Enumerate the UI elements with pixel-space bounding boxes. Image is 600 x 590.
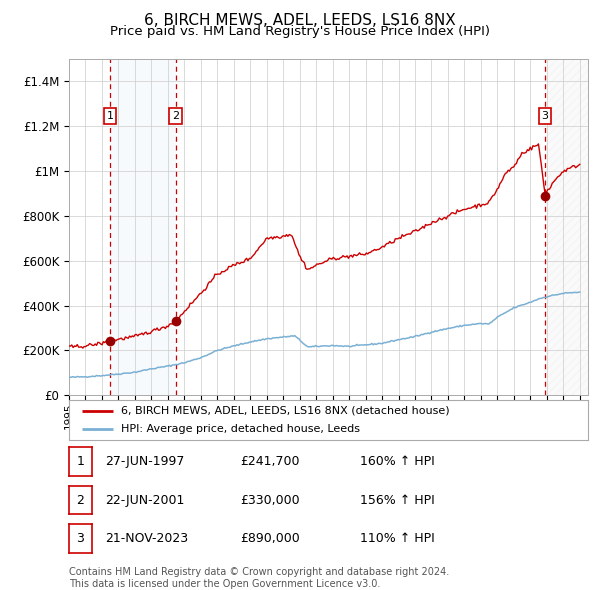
Text: 6, BIRCH MEWS, ADEL, LEEDS, LS16 8NX: 6, BIRCH MEWS, ADEL, LEEDS, LS16 8NX: [144, 13, 456, 28]
Text: 110% ↑ HPI: 110% ↑ HPI: [360, 532, 435, 545]
Text: HPI: Average price, detached house, Leeds: HPI: Average price, detached house, Leed…: [121, 424, 360, 434]
Text: £330,000: £330,000: [240, 493, 299, 507]
Text: £241,700: £241,700: [240, 455, 299, 468]
Text: 1: 1: [107, 111, 113, 121]
Bar: [110, 59, 176, 395]
Text: £890,000: £890,000: [240, 532, 300, 545]
Text: 1: 1: [76, 455, 85, 468]
Text: 6, BIRCH MEWS, ADEL, LEEDS, LS16 8NX (detached house): 6, BIRCH MEWS, ADEL, LEEDS, LS16 8NX (de…: [121, 406, 449, 416]
Text: 27-JUN-1997: 27-JUN-1997: [105, 455, 184, 468]
Text: Price paid vs. HM Land Registry's House Price Index (HPI): Price paid vs. HM Land Registry's House …: [110, 25, 490, 38]
Text: 22-JUN-2001: 22-JUN-2001: [105, 493, 184, 507]
Text: 3: 3: [542, 111, 548, 121]
Text: 3: 3: [76, 532, 85, 545]
Text: Contains HM Land Registry data © Crown copyright and database right 2024.
This d: Contains HM Land Registry data © Crown c…: [69, 567, 449, 589]
Text: 21-NOV-2023: 21-NOV-2023: [105, 532, 188, 545]
Bar: [545, 59, 588, 395]
Text: 2: 2: [172, 111, 179, 121]
Text: 160% ↑ HPI: 160% ↑ HPI: [360, 455, 435, 468]
Text: 2: 2: [76, 493, 85, 507]
Text: 156% ↑ HPI: 156% ↑ HPI: [360, 493, 435, 507]
